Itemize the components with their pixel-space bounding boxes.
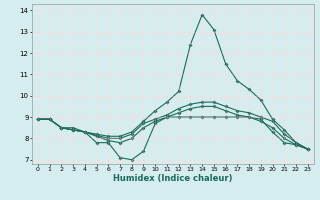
X-axis label: Humidex (Indice chaleur): Humidex (Indice chaleur) — [113, 174, 233, 183]
